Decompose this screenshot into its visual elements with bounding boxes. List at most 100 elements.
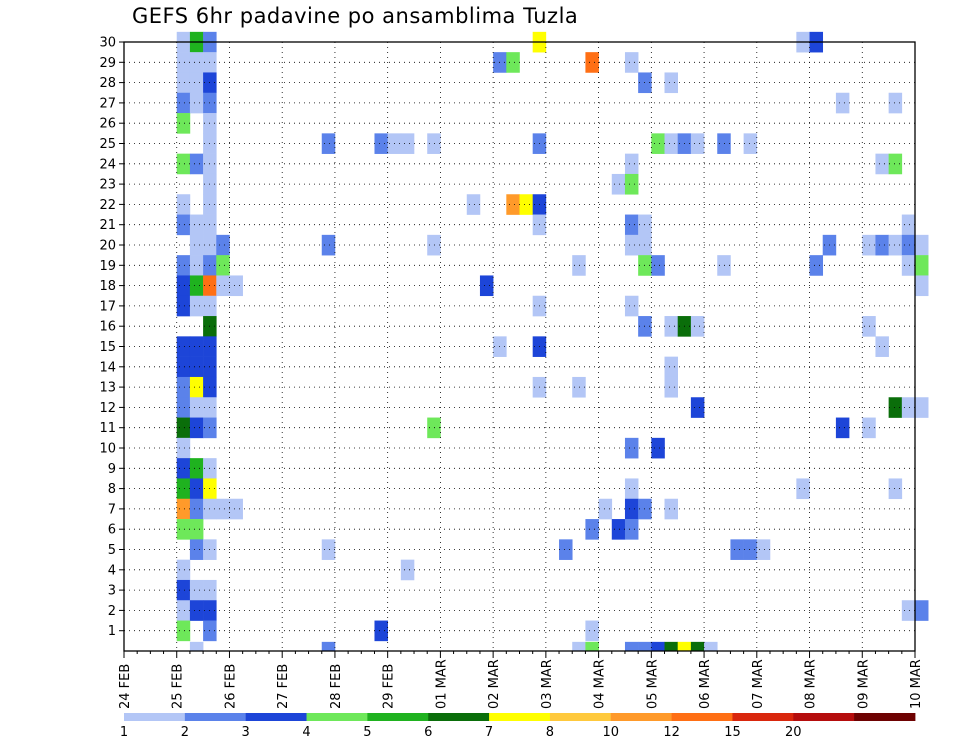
colorbar-tick-label: 8: [546, 725, 554, 740]
x-tick-label: 10 MAR: [909, 659, 924, 709]
y-tick-label: 7: [108, 502, 116, 517]
heatmap-cell: [400, 133, 415, 154]
heatmap-cell: [624, 295, 639, 317]
heatmap-cell: [176, 498, 191, 520]
heatmap-cell: [664, 376, 678, 398]
heatmap-cell: [796, 478, 810, 500]
colorbar-swatch: [489, 713, 551, 721]
x-tick-label: 27 FEB: [276, 664, 291, 709]
colorbar-tick-label: 7: [485, 725, 493, 740]
heatmap-cell: [730, 539, 744, 560]
heatmap-cell: [624, 173, 639, 195]
y-tick-label: 1: [108, 624, 116, 639]
heatmap-cell: [229, 275, 243, 297]
heatmap-cell: [717, 255, 731, 276]
heatmap-cell: [189, 52, 204, 73]
colorbar-swatch: [793, 713, 855, 721]
grid-layer: [124, 41, 915, 651]
colorbar-tick-label: 5: [363, 725, 371, 740]
colorbar-tick-label: 2: [181, 725, 189, 740]
heatmap-cell: [176, 113, 191, 134]
heatmap-cell: [651, 437, 665, 459]
heatmap-cell: [651, 133, 665, 154]
x-tick-label: 07 MAR: [751, 659, 766, 709]
heatmap-cell: [598, 498, 613, 520]
x-tick-label: 08 MAR: [804, 659, 819, 709]
heatmap-cell: [664, 133, 678, 154]
heatmap-cell: [216, 498, 230, 520]
heatmap-cell: [664, 316, 678, 337]
heatmap-cell: [915, 397, 929, 418]
heatmap-cell: [651, 255, 665, 276]
heatmap-cell: [189, 579, 204, 601]
heatmap-cell: [176, 214, 191, 236]
heatmap-cell: [466, 194, 481, 215]
x-tick-label: 24 FEB: [118, 664, 133, 709]
heatmap-cell: [189, 397, 204, 418]
colorbar-swatch: [184, 713, 247, 721]
heatmap-cell: [835, 92, 850, 114]
colorbar-tick-label: 10: [602, 725, 619, 740]
heatmap-cell: [585, 620, 599, 642]
x-tick-label: 06 MAR: [698, 659, 713, 709]
heatmap-cell: [427, 234, 441, 256]
y-tick-label: 30: [99, 36, 116, 51]
cells-layer: [176, 31, 929, 652]
heatmap-cell: [835, 417, 850, 439]
heatmap-cell: [176, 519, 191, 540]
heatmap-cell: [176, 336, 191, 357]
heatmap-cell: [189, 214, 204, 236]
y-tick-label: 14: [99, 360, 116, 375]
heatmap-cell: [690, 397, 705, 418]
heatmap-cell: [374, 620, 388, 642]
y-tick-label: 6: [108, 523, 116, 538]
heatmap-cell: [400, 559, 415, 581]
heatmap-cell: [176, 255, 191, 276]
heatmap-cell: [189, 92, 204, 114]
heatmap-cell: [915, 234, 929, 256]
heatmap-cell: [176, 559, 191, 581]
heatmap-cell: [479, 275, 494, 297]
y-tick-label: 17: [99, 299, 116, 314]
heatmap-cell: [690, 133, 705, 154]
heatmap-cell: [624, 52, 639, 73]
heatmap-cell: [743, 133, 758, 154]
chart-title: GEFS 6hr padavine po ansamblima Tuzla: [132, 4, 579, 28]
heatmap-cell: [189, 72, 204, 94]
colorbar-swatch: [549, 713, 612, 721]
heatmap-cell: [189, 336, 204, 357]
y-tick-label: 5: [108, 543, 116, 558]
heatmap-cell: [216, 255, 230, 276]
heatmap-cell: [229, 498, 243, 520]
colorbar-layer: 1 2 3 4 5 6 7 8 10 12 15 20: [120, 713, 916, 740]
y-tick-label: 21: [99, 218, 116, 233]
y-tick-label: 13: [99, 381, 116, 396]
heatmap-cell: [321, 641, 336, 652]
heatmap-cell: [717, 133, 731, 154]
heatmap-cell: [888, 153, 903, 175]
colorbar-tick-label: 4: [302, 725, 310, 740]
colorbar-swatch: [245, 713, 307, 721]
heatmap-cell: [189, 641, 204, 652]
heatmap-cell: [624, 234, 639, 256]
heatmap-cell: [901, 397, 916, 418]
heatmap-cell: [690, 316, 705, 337]
heatmap-cell: [875, 234, 889, 256]
y-tick-label: 9: [108, 462, 116, 477]
heatmap-cell: [506, 52, 520, 73]
heatmap-cell: [624, 153, 639, 175]
heatmap-cell: [374, 133, 388, 154]
heatmap-cell: [664, 498, 678, 520]
y-tick-label: 22: [99, 198, 116, 213]
heatmap-cell: [189, 376, 204, 398]
heatmap-cell: [176, 194, 191, 215]
y-tick-label: 27: [99, 96, 116, 111]
heatmap-cell: [875, 153, 889, 175]
x-tick-label: 05 MAR: [645, 659, 660, 709]
heatmap-cell: [189, 153, 204, 175]
heatmap-cell: [427, 417, 441, 439]
heatmap-cell: [189, 539, 204, 560]
heatmap-cell: [519, 194, 533, 215]
x-tick-label: 01 MAR: [434, 659, 449, 709]
